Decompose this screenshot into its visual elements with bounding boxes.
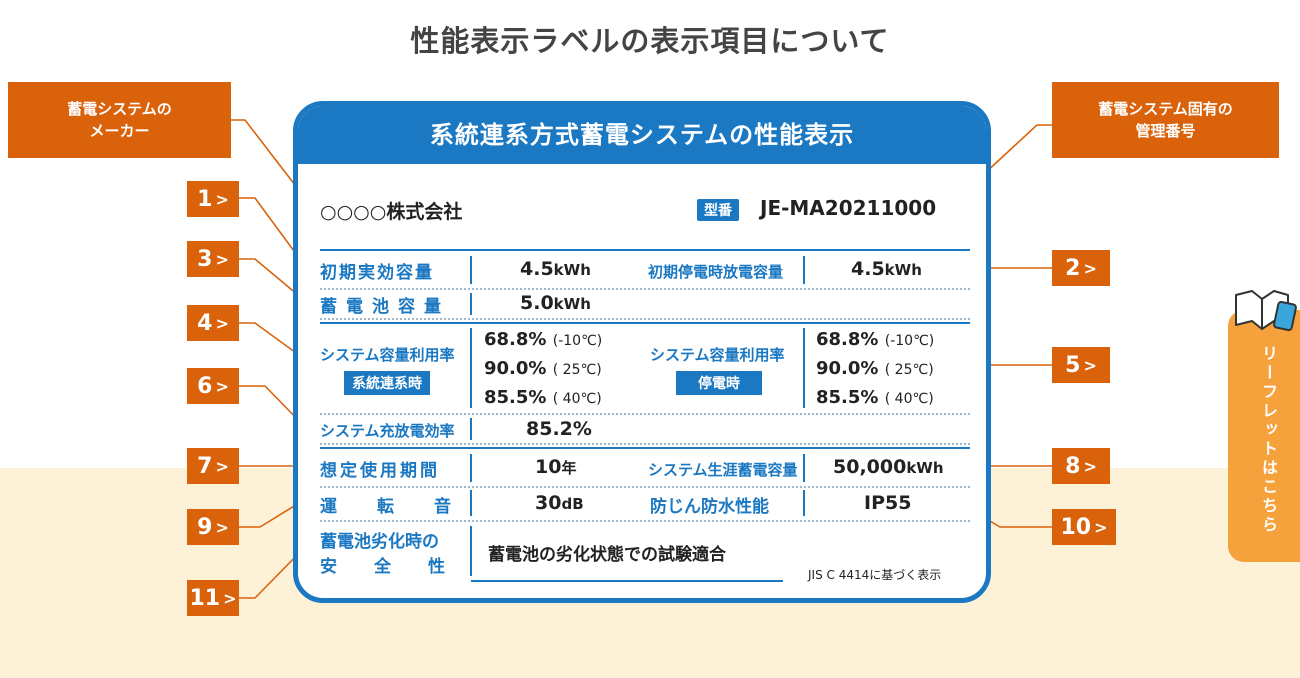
marker-7: 7 > [187,448,239,484]
value-efficiency: 85.2% [526,418,592,440]
leaflet-tab[interactable] [1228,310,1300,562]
divider-2 [320,322,970,324]
leader-6 [239,385,305,427]
divider-dotted-3 [320,413,970,415]
label-operating-noise: 運転音 [320,497,491,517]
leader-4 [239,322,304,359]
marker-2: 2 > [1052,250,1110,286]
label-efficiency: システム充放電効率 [320,422,455,440]
marker-11: 11 > [187,580,239,616]
callout-maker: 蓄電システムの メーカー [8,82,231,158]
divider-bottom [471,580,783,582]
col-sep-left-4 [470,418,472,440]
label-degradation-safety-line1: 蓄電池劣化時の [320,532,439,552]
marker-6: 6 > [187,368,239,404]
col-sep-right-6 [803,490,805,516]
marker-4: 4 > [187,305,239,341]
leaflet-icon[interactable] [1232,285,1300,335]
label-lifetime-capacity: システム生涯蓄電容量 [648,461,798,479]
divider-dotted-1 [320,288,970,290]
tag-outage: 停電時 [676,371,762,395]
leader-maker [231,119,306,199]
value-util-grid-25: 90.0% ( 25℃) [484,358,602,379]
col-sep-right-5 [803,454,805,482]
value-battery-capacity: 5.0kWh [520,292,591,314]
values-utilization-outage: 68.8% (-10℃) 90.0% ( 25℃) 85.5% ( 40℃) [816,326,934,413]
value-operating-noise: 30dB [535,492,584,514]
leaflet-tab-label[interactable]: リーフレットはこちら [1259,345,1278,535]
values-utilization-grid: 68.8% (-10℃) 90.0% ( 25℃) 85.5% ( 40℃) [484,326,602,413]
value-util-outage-minus10: 68.8% (-10℃) [816,329,935,350]
label-ingress-protection: 防じん防水性能 [650,497,769,517]
performance-label-card: 系統連系方式蓄電システムの性能表示 ○○○○株式会社 型番 JE-MA20211… [293,101,991,603]
leader-3 [239,258,305,301]
label-usage-period: 想定使用期間 [320,461,440,481]
page-title: 性能表示ラベルの表示項目について [410,24,890,58]
label-utilization-outage: システム容量利用率 [650,346,785,364]
marker-9: 9 > [187,509,239,545]
value-util-grid-minus10: 68.8% (-10℃) [484,329,603,350]
value-usage-period: 10年 [535,456,577,478]
model-badge: 型番 [697,199,739,221]
col-sep-right-1 [803,256,805,284]
divider-dotted-4 [320,443,970,445]
label-utilization-grid: システム容量利用率 [320,346,455,364]
divider-dotted-2 [320,318,970,320]
tag-grid-connected: 系統連系時 [344,371,430,395]
marker-10: 10 > [1052,509,1116,545]
value-initial-capacity: 4.5kWh [520,258,591,280]
maker-name: ○○○○株式会社 [320,201,463,223]
divider-top [320,249,970,251]
marker-5: 5 > [1052,347,1110,383]
value-util-grid-40: 85.5% ( 40℃) [484,387,602,408]
col-sep-right-3 [803,328,805,408]
col-sep-left-6 [470,490,472,516]
divider-dotted-6 [320,520,970,522]
col-sep-left-2 [470,293,472,315]
leader-11 [239,547,305,599]
label-degradation-safety-line2: 安全性 [320,557,482,577]
marker-3: 3 > [187,241,239,277]
leader-1 [239,197,306,267]
divider-3 [320,447,970,449]
divider-dotted-5 [320,486,970,488]
col-sep-left-1 [470,256,472,284]
col-sep-left-3 [470,328,472,408]
label-battery-capacity: 蓄電池容量 [320,297,450,317]
value-outage-capacity: 4.5kWh [851,258,922,280]
value-ingress-protection: IP55 [864,492,912,514]
marker-1: 1 > [187,181,239,217]
label-outage-capacity: 初期停電時放電容量 [648,263,784,281]
card-header: 系統連系方式蓄電システムの性能表示 [298,106,986,164]
value-util-outage-40: 85.5% ( 40℃) [816,387,934,408]
value-degradation-safety: 蓄電池の劣化状態での試験適合 [488,545,726,565]
leader-9 [239,499,305,528]
jis-footnote: JIS C 4414に基づく表示 [808,568,942,582]
col-sep-left-5 [470,454,472,482]
value-lifetime-capacity: 50,000kWh [833,456,944,478]
col-sep-left-7 [470,526,472,576]
label-initial-capacity: 初期実効容量 [320,263,434,283]
marker-8: 8 > [1052,448,1110,484]
callout-model-number: 蓄電システム固有の 管理番号 [1052,82,1279,158]
value-util-outage-25: 90.0% ( 25℃) [816,358,934,379]
model-number: JE-MA20211000 [760,196,937,220]
